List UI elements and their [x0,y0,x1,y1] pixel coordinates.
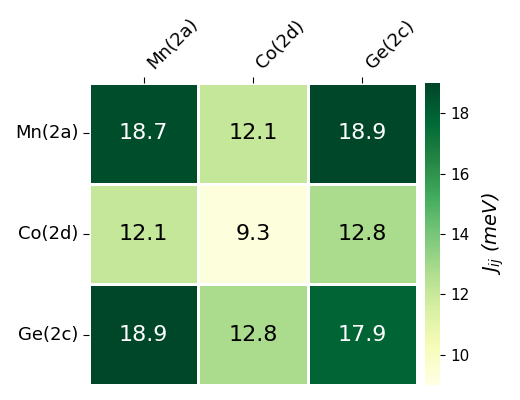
Text: 9.3: 9.3 [236,224,270,244]
Text: 12.8: 12.8 [337,224,387,244]
Text: 12.1: 12.1 [228,123,278,143]
Text: 12.8: 12.8 [228,325,278,345]
Y-axis label: $J_{ij}$ (meV): $J_{ij}$ (meV) [480,192,506,276]
Text: 18.7: 18.7 [119,123,168,143]
Text: 12.1: 12.1 [119,224,168,244]
Text: 17.9: 17.9 [337,325,387,345]
Text: 18.9: 18.9 [337,123,387,143]
Text: 18.9: 18.9 [119,325,168,345]
